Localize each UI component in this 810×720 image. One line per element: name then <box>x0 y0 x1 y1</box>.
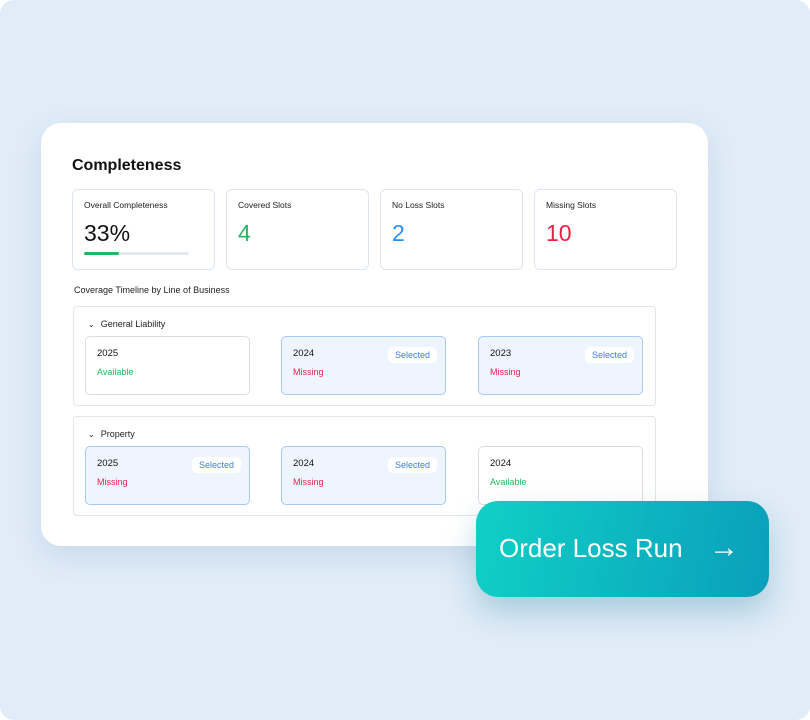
stat-card: Overall Completeness 33% <box>72 189 215 270</box>
arrow-right-icon: → <box>709 531 739 564</box>
slot-year: 2024 <box>490 458 512 469</box>
year-slot[interactable]: 2025 Available <box>85 336 250 395</box>
chevron-down-icon: ⌄ <box>88 320 95 329</box>
year-slot[interactable]: 2024 Available <box>478 446 643 505</box>
stat-card: Covered Slots 4 <box>226 189 369 270</box>
stat-value: 2 <box>392 220 405 246</box>
slot-status: Missing <box>97 477 128 487</box>
stat-label: Missing Slots <box>546 200 597 210</box>
slot-status: Missing <box>293 477 324 487</box>
slot-status: Available <box>490 477 527 487</box>
slot-year: 2024 <box>293 348 315 359</box>
stat-card: No Loss Slots 2 <box>380 189 523 270</box>
year-slot[interactable]: 2024 Missing Selected <box>281 446 446 505</box>
group-header[interactable]: ⌄ General Liability <box>88 319 165 329</box>
selected-badge: Selected <box>387 347 437 363</box>
group-header[interactable]: ⌄ Property <box>88 429 135 439</box>
slot-year: 2025 <box>97 348 119 359</box>
slot-year: 2025 <box>97 458 119 469</box>
stat-value: 33% <box>84 220 131 246</box>
slot-status: Missing <box>490 367 521 377</box>
year-slot[interactable]: 2024 Missing Selected <box>281 336 446 395</box>
lob-group: ⌄ Property 2025 Missing Selected 2024 Mis… <box>73 416 656 516</box>
group-name: General Liability <box>100 319 166 329</box>
year-slot[interactable]: 2023 Missing Selected <box>478 336 643 395</box>
selected-badge: Selected <box>387 457 437 473</box>
group-name: Property <box>100 429 135 439</box>
stat-card: Missing Slots 10 <box>534 189 677 270</box>
chevron-down-icon: ⌄ <box>88 430 95 439</box>
lob-group: ⌄ General Liability 2025 Available 2024 M… <box>73 306 656 406</box>
slot-status: Available <box>97 367 134 377</box>
completeness-card: Completeness Overall Completeness 33% Co… <box>41 123 708 546</box>
selected-badge: Selected <box>584 347 634 363</box>
progress-bar <box>84 252 189 255</box>
stat-value: 4 <box>238 220 251 246</box>
slot-year: 2024 <box>293 458 315 469</box>
year-slot[interactable]: 2025 Missing Selected <box>85 446 250 505</box>
slot-year: 2023 <box>490 348 512 359</box>
order-loss-run-label: Order Loss Run <box>499 533 683 563</box>
page-title: Completeness <box>72 157 182 174</box>
stat-label: Overall Completeness <box>84 200 168 210</box>
stat-label: No Loss Slots <box>392 200 445 210</box>
order-loss-run-button[interactable]: Order Loss Run → <box>476 501 769 597</box>
stat-label: Covered Slots <box>238 200 292 210</box>
slot-status: Missing <box>293 367 324 377</box>
stat-value: 10 <box>546 220 572 246</box>
selected-badge: Selected <box>191 457 241 473</box>
timeline-label: Coverage Timeline by Line of Business <box>74 285 230 295</box>
